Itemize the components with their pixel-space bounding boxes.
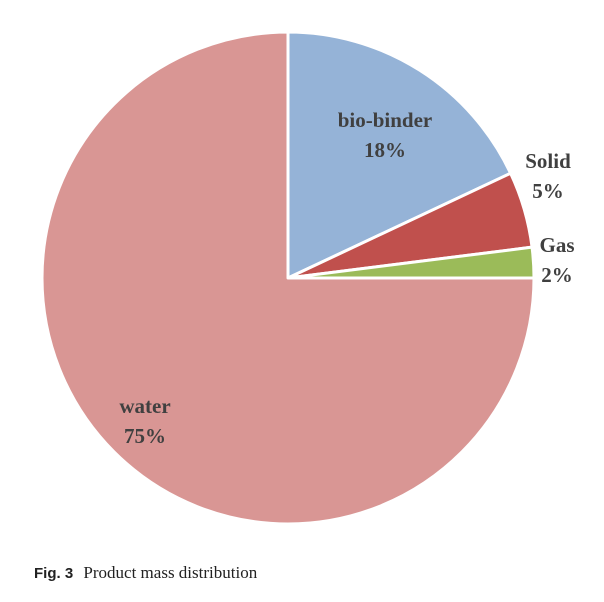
pie-chart: bio-binder 18% Solid 5% Gas 2% water 75%: [40, 30, 575, 526]
figure-caption: Fig. 3 Product mass distribution: [34, 563, 257, 583]
pie-slice-water: [40, 30, 536, 526]
pie-labels: bio-binder 18% Solid 5% Gas 2% water 75%: [119, 108, 574, 448]
figure-number: Fig. 3: [34, 565, 74, 582]
slice-label-bio-binder: bio-binder: [338, 108, 433, 132]
pie-slices: [40, 30, 536, 526]
slice-value-solid: 5%: [532, 179, 564, 203]
slice-label-gas: Gas: [539, 233, 574, 257]
slice-value-water: 75%: [124, 424, 166, 448]
pie-slice-bio-binder: [286, 30, 513, 280]
figure-caption-text: Product mass distribution: [83, 563, 258, 582]
slice-label-solid: Solid: [525, 149, 571, 173]
slice-value-gas: 2%: [541, 263, 573, 287]
slice-label-water: water: [119, 394, 170, 418]
slice-value-bio-binder: 18%: [364, 138, 406, 162]
